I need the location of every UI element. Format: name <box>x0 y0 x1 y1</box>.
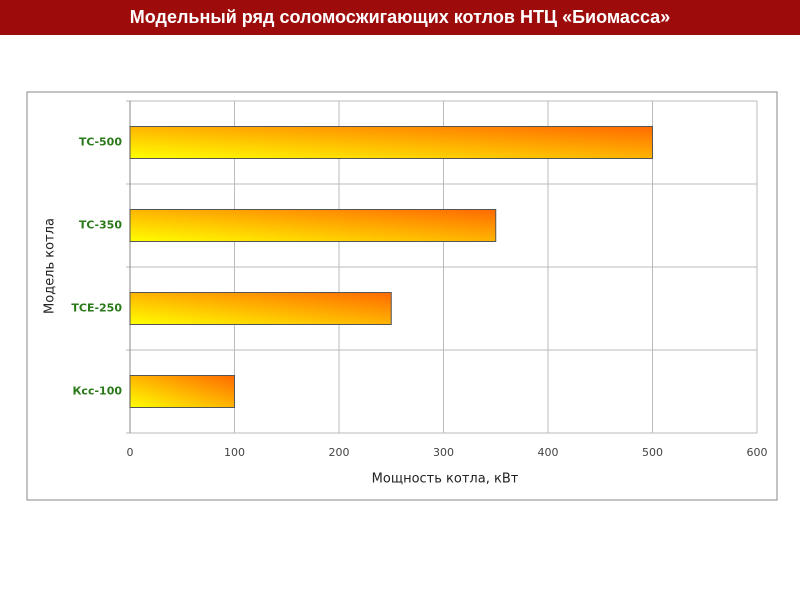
x-tick-label: 0 <box>127 446 134 459</box>
x-tick-label: 500 <box>642 446 663 459</box>
y-tick-label: ТСЕ-250 <box>71 302 122 315</box>
title-bar: Модельный ряд соломосжигающих котлов НТЦ… <box>0 0 800 35</box>
bar <box>129 375 235 408</box>
y-axis-title: Модель котла <box>43 218 58 314</box>
bar <box>129 209 497 242</box>
y-tick-label: ТС-500 <box>79 136 122 149</box>
bar <box>129 126 653 159</box>
x-axis-title: Мощность котла, кВт <box>372 472 519 487</box>
x-tick-label: 600 <box>747 446 768 459</box>
slide-title: Модельный ряд соломосжигающих котлов НТЦ… <box>129 7 671 27</box>
x-tick-label: 100 <box>224 446 245 459</box>
x-tick-label: 400 <box>538 446 559 459</box>
bar <box>129 292 392 325</box>
y-tick-label: ТС-350 <box>79 219 122 232</box>
x-tick-label: 200 <box>329 446 350 459</box>
x-tick-label: 300 <box>433 446 454 459</box>
y-tick-label: Ксс-100 <box>72 385 122 398</box>
